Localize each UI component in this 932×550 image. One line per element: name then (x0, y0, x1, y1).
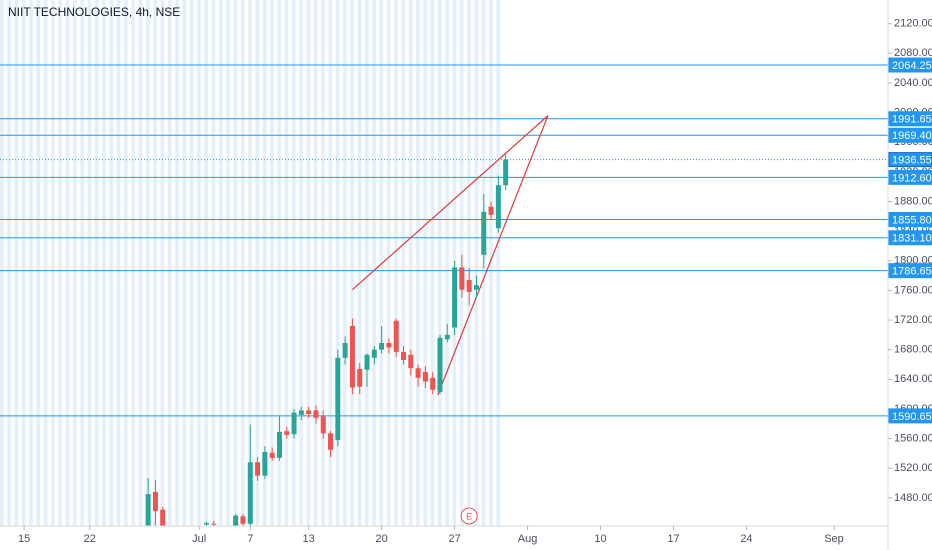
candle-body (335, 357, 341, 441)
y-tick-label: 1480.00 (894, 492, 932, 504)
candle-body (240, 516, 246, 524)
level-label-box (888, 57, 932, 73)
level-label: 1831.10 (892, 233, 932, 245)
candle-body (160, 509, 166, 526)
event-label: E (466, 511, 472, 521)
candle-body (393, 320, 399, 352)
x-tick-label: 17 (667, 533, 679, 545)
candle-body (430, 377, 436, 390)
candle-body (452, 267, 458, 328)
level-label: 1936.55 (892, 155, 932, 167)
x-tick-label: 7 (247, 533, 253, 545)
axis-layer: 1480.001520.001560.001600.001640.001680.… (18, 18, 932, 545)
candle-body (203, 523, 209, 525)
session-background (0, 0, 502, 526)
candle-body (437, 337, 443, 392)
level-label-box (888, 408, 932, 424)
candle-body (269, 452, 275, 458)
x-tick-label: Jul (192, 533, 206, 545)
candle-body (386, 343, 392, 348)
trendline (437, 115, 549, 396)
candle-body (233, 515, 239, 526)
x-tick-label: 24 (740, 533, 752, 545)
level-label-box (888, 263, 932, 279)
event-marker (460, 507, 478, 525)
candle-body (473, 285, 479, 290)
candle-body (291, 412, 297, 435)
level-label: 1991.65 (892, 114, 932, 126)
candle-body (349, 325, 355, 388)
y-tick-label: 2040.00 (894, 77, 932, 89)
candle-body (328, 433, 334, 450)
candle-body (357, 368, 363, 387)
level-label-box (888, 111, 932, 127)
level-label-box (888, 152, 932, 168)
candle-body (401, 351, 407, 361)
candle-body (379, 343, 385, 350)
candle-body (320, 416, 326, 434)
candle-body (276, 431, 282, 458)
y-tick-label: 1760.00 (894, 284, 932, 296)
level-label-box (888, 230, 932, 246)
x-tick-label: 22 (84, 533, 96, 545)
x-tick-label: 27 (448, 533, 460, 545)
candle-body (495, 185, 501, 229)
candle-body (306, 410, 312, 415)
level-label: 1912.60 (892, 172, 932, 184)
level-label: 2064.25 (892, 60, 932, 72)
trendline (352, 115, 549, 291)
candle-body (371, 349, 377, 358)
candle-body (342, 343, 348, 358)
y-tick-label: 1640.00 (894, 373, 932, 385)
candle-body (444, 334, 450, 340)
candle-body (284, 431, 290, 435)
candle-body (422, 371, 428, 382)
level-label: 1590.65 (892, 411, 932, 423)
candle-body (481, 211, 487, 255)
y-tick-label: 1680.00 (894, 344, 932, 356)
y-tick-label: 1720.00 (894, 314, 932, 326)
candle-body (255, 462, 261, 476)
candle-body (415, 368, 421, 378)
candle-body (262, 451, 268, 476)
candle-body (313, 410, 319, 418)
candle-body (488, 206, 494, 215)
level-label-box (888, 127, 932, 143)
candle-body (364, 354, 370, 370)
candle-body (459, 267, 465, 290)
y-tick-label: 1520.00 (894, 462, 932, 474)
y-tick-label: 1880.00 (894, 195, 932, 207)
y-tick-label: 2120.00 (894, 18, 932, 30)
x-tick-label: 15 (18, 533, 30, 545)
candle-body (408, 354, 414, 369)
level-label: 1969.40 (892, 130, 932, 142)
level-label: 1786.65 (892, 266, 932, 278)
mark-layer (145, 115, 549, 526)
level-label: 1855.80 (892, 214, 932, 226)
x-tick-label: 13 (303, 533, 315, 545)
candle-body (466, 280, 472, 292)
chart-title: NIIT TECHNOLOGIES, 4h, NSE (8, 5, 180, 19)
candle-body (145, 494, 151, 526)
x-tick-label: 10 (594, 533, 606, 545)
level-label-box (888, 169, 932, 185)
level-layer (0, 64, 888, 417)
candle-body (211, 523, 217, 525)
candle-body (503, 159, 509, 186)
candle-body (298, 410, 304, 415)
x-tick-label: 20 (375, 533, 387, 545)
candle-body (247, 462, 253, 524)
y-tick-label: 2080.00 (894, 47, 932, 59)
x-tick-label: Sep (824, 533, 844, 545)
y-tick-label: 1560.00 (894, 432, 932, 444)
x-tick-label: Aug (518, 533, 538, 545)
candle-body (152, 491, 158, 512)
level-label-box (888, 211, 932, 227)
